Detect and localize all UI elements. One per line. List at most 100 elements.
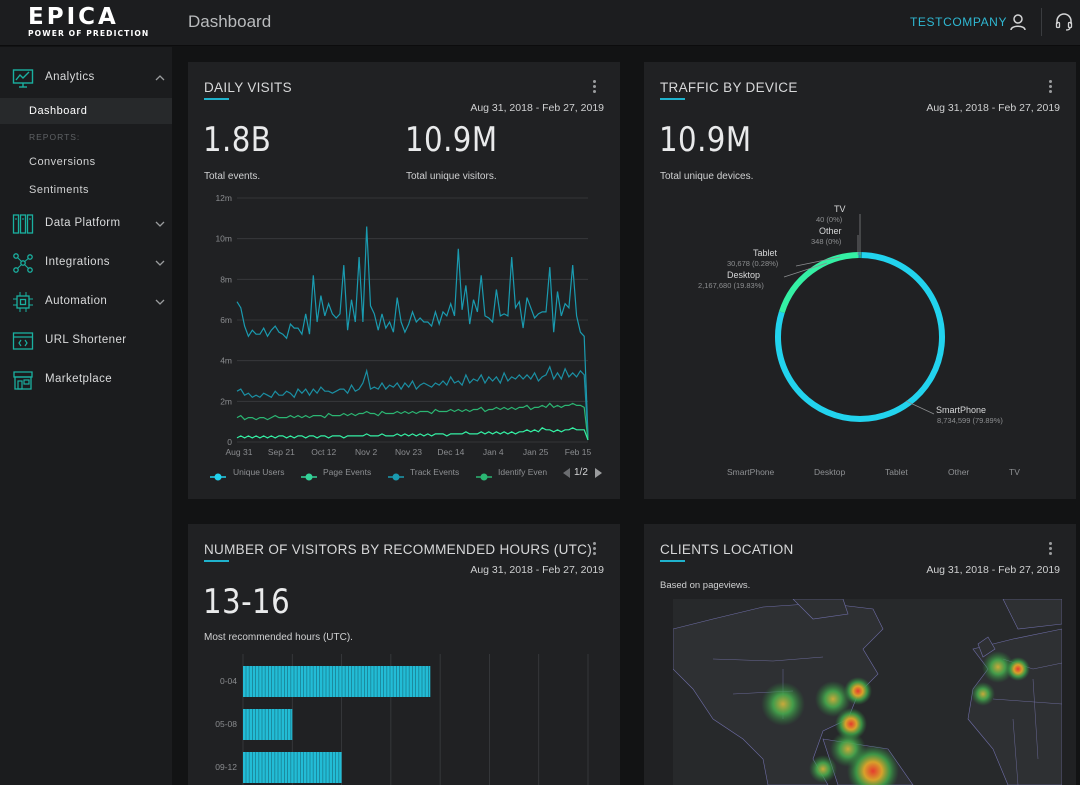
pie-sub-smartphone: 8,734,599 (79.89%) [937, 416, 1003, 425]
more-options-icon[interactable] [591, 542, 597, 558]
series-line-identify-events[interactable] [236, 402, 589, 441]
title-underline [204, 98, 229, 100]
recommended-hours-bar-chart[interactable]: 0-04 05-08 09-12 [188, 654, 620, 785]
legend-other[interactable]: Other [948, 467, 970, 477]
top-bar: EPICA POWER OF PREDICTION Dashboard TEST… [0, 0, 1080, 46]
pie-label-tablet: Tablet [753, 248, 778, 258]
legend-page-events[interactable]: Page Events [323, 467, 372, 477]
series-line-page-events[interactable] [236, 427, 589, 441]
x-tick-label: Nov 23 [395, 447, 422, 457]
chevron-down-icon[interactable] [154, 297, 166, 307]
legend-next-icon[interactable] [593, 467, 603, 479]
total-devices-value: 10.9M [659, 120, 752, 160]
legend-track-events-marker [388, 468, 404, 481]
chevron-up-icon[interactable] [154, 73, 166, 83]
y-tick-label: 0 [227, 437, 232, 447]
more-options-icon[interactable] [1047, 542, 1053, 558]
bar-05-08[interactable] [243, 709, 293, 740]
x-tick-label: Jan 4 [483, 447, 504, 457]
sidebar-subitem-dashboard[interactable]: Dashboard [0, 98, 172, 124]
legend-desktop[interactable]: Desktop [814, 467, 846, 477]
series-line-track-events[interactable] [236, 226, 589, 436]
title-underline [660, 560, 685, 562]
url-shortener-icon [12, 332, 34, 350]
x-tick-label: Aug 31 [226, 447, 253, 457]
pie-label-smartphone: SmartPhone [936, 405, 987, 415]
pie-sub-tv: 40 (0%) [816, 215, 843, 224]
more-options-icon[interactable] [591, 80, 597, 96]
bar-09-12[interactable] [243, 752, 342, 783]
pie-leader-line [905, 400, 935, 415]
y-tick-label: 8m [220, 274, 232, 284]
chevron-down-icon[interactable] [154, 258, 166, 268]
series-line-unique-users[interactable] [236, 365, 589, 438]
more-options-icon[interactable] [1047, 80, 1053, 96]
total-devices-label: Total unique devices. [660, 171, 754, 182]
legend-unique-users[interactable]: Unique Users [233, 467, 285, 477]
integrations-icon [13, 253, 33, 273]
x-tick-label: Dec 14 [437, 447, 464, 457]
data-platform-icon [12, 214, 34, 234]
x-tick-label: Sep 21 [268, 447, 295, 457]
sidebar-item-label: Marketplace [45, 373, 113, 385]
company-name[interactable]: TESTCOMPANY [910, 15, 1008, 29]
date-range: Aug 31, 2018 - Feb 27, 2019 [470, 564, 604, 576]
x-tick-label: Oct 12 [311, 447, 336, 457]
y-tick-label: 6m [220, 315, 232, 325]
headset-icon[interactable] [1054, 12, 1074, 32]
legend-track-events[interactable]: Track Events [410, 467, 460, 477]
legend-identify-events[interactable]: Identify Even [498, 467, 548, 477]
traffic-by-device-card: TRAFFIC BY DEVICE Aug 31, 2018 - Feb 27,… [644, 62, 1076, 541]
daily-visits-line-chart[interactable]: 0 2m 4m 6m 8m 10m 12m Aug 31 Sep 21 Oct 12 Nov 2 No… [188, 190, 620, 460]
world-heatmap[interactable] [673, 599, 1062, 785]
sidebar-subitem-sentiments[interactable]: Sentiments [0, 177, 172, 203]
sidebar-item-label: URL Shortener [45, 334, 127, 346]
clients-location-card: CLIENTS LOCATION Aug 31, 2018 - Feb 27, … [644, 524, 1076, 785]
automation-icon [13, 292, 33, 312]
legend-smartphone[interactable]: SmartPhone [727, 467, 775, 477]
sidebar-item-data-platform[interactable]: Data Platform [0, 210, 172, 238]
device-donut-chart[interactable] [644, 62, 1076, 499]
card-title: TRAFFIC BY DEVICE [660, 80, 798, 95]
logo-word: EPICA [28, 4, 119, 30]
pie-label-tv: TV [834, 204, 846, 214]
donut-slice-smartphone[interactable] [775, 252, 945, 422]
pie-leader-line [783, 262, 828, 278]
sidebar-item-analytics[interactable]: Analytics [0, 64, 172, 92]
legend-pager: 1/2 [574, 467, 588, 478]
sidebar-subitem-conversions[interactable]: Conversions [0, 149, 172, 175]
sidebar-item-automation[interactable]: Automation [0, 288, 172, 316]
y-tick-label: 05-08 [215, 719, 237, 729]
total-events-label: Total events. [204, 171, 261, 182]
logo-tagline: POWER OF PREDICTION [28, 29, 150, 38]
sidebar-subitem-label: Sentiments [29, 184, 90, 196]
sidebar-item-label: Data Platform [45, 217, 121, 229]
legend-tv[interactable]: TV [1009, 467, 1020, 477]
recommended-hours-label: Most recommended hours (UTC). [204, 632, 353, 643]
chevron-down-icon[interactable] [154, 219, 166, 229]
bar-0-04[interactable] [243, 666, 431, 697]
date-range: Aug 31, 2018 - Feb 27, 2019 [926, 102, 1060, 114]
unique-visitors-label: Total unique visitors. [406, 171, 497, 182]
unique-visitors-value: 10.9M [405, 120, 498, 160]
x-tick-label: Jan 25 [523, 447, 549, 457]
legend-prev-icon[interactable] [562, 467, 572, 479]
date-range: Aug 31, 2018 - Feb 27, 2019 [470, 102, 604, 114]
pie-label-other: Other [819, 226, 842, 236]
donut-slice-desktop[interactable] [778, 252, 859, 314]
top-divider [1041, 8, 1042, 36]
card-title: DAILY VISITS [204, 80, 292, 95]
legend-identify-events-marker [476, 468, 492, 481]
user-icon[interactable] [1008, 12, 1028, 32]
sidebar: Analytics Dashboard REPORTS: Conversions… [0, 47, 172, 785]
logo[interactable]: EPICA POWER OF PREDICTION [0, 0, 172, 46]
y-tick-label: 4m [220, 356, 232, 366]
card-title: NUMBER OF VISITORS BY RECOMMENDED HOURS … [204, 542, 593, 557]
sidebar-item-url-shortener[interactable]: URL Shortener [0, 327, 172, 355]
marketplace-icon [13, 371, 33, 390]
sidebar-item-label: Automation [45, 295, 108, 307]
sidebar-item-marketplace[interactable]: Marketplace [0, 366, 172, 394]
sidebar-item-integrations[interactable]: Integrations [0, 249, 172, 277]
pie-label-desktop: Desktop [727, 270, 761, 280]
legend-tablet[interactable]: Tablet [885, 467, 908, 477]
